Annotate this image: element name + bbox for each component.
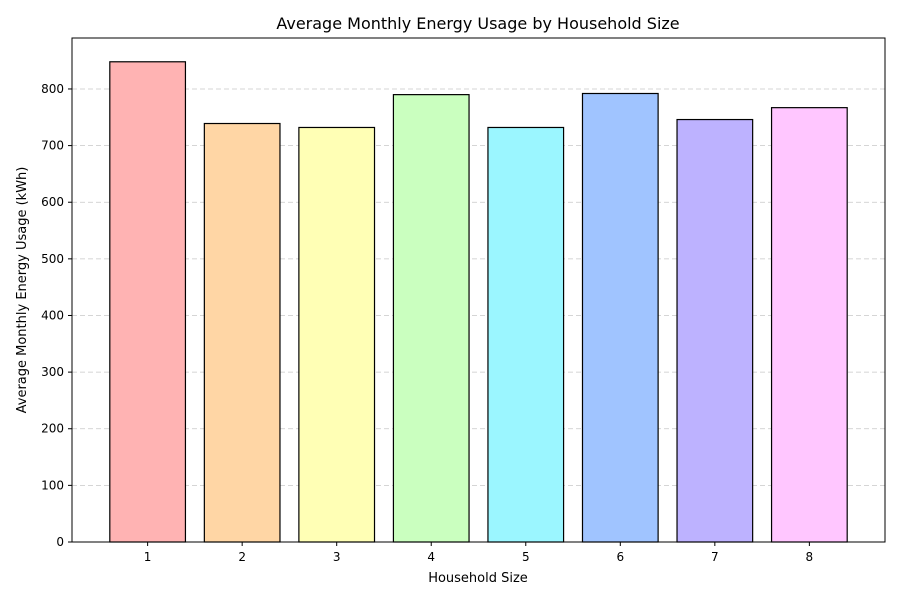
bar-household-size-1 xyxy=(109,61,187,543)
bar-household-size-2 xyxy=(203,122,281,543)
y-tick-label-0: 0 xyxy=(56,535,64,549)
y-axis-label: Average Monthly Energy Usage (kWh) xyxy=(15,167,30,414)
bar-household-size-8 xyxy=(770,107,848,543)
bar-household-size-6 xyxy=(581,92,659,543)
bar-household-size-4 xyxy=(392,94,470,543)
x-tick-label-6: 6 xyxy=(616,550,624,564)
x-tick-label-4: 4 xyxy=(427,550,435,564)
bar-household-size-3 xyxy=(298,126,376,543)
y-tick-label-100: 100 xyxy=(41,478,64,492)
x-tick-label-3: 3 xyxy=(333,550,341,564)
bar-household-size-5 xyxy=(487,126,565,543)
y-tick-label-300: 300 xyxy=(41,365,64,379)
y-axis-ticks: 0 100 200 300 400 500 600 700 800 xyxy=(41,82,72,549)
y-tick-label-800: 800 xyxy=(41,82,64,96)
x-tick-label-1: 1 xyxy=(144,550,152,564)
y-tick-label-700: 700 xyxy=(41,139,64,153)
x-axis-ticks: 1 2 3 4 5 6 7 8 xyxy=(144,542,813,564)
x-tick-label-7: 7 xyxy=(711,550,719,564)
x-tick-label-8: 8 xyxy=(806,550,814,564)
chart-title: Average Monthly Energy Usage by Househol… xyxy=(276,14,679,33)
bar-household-size-7 xyxy=(676,118,754,543)
bars xyxy=(109,61,848,543)
plot-frame xyxy=(71,37,886,543)
y-tick-label-600: 600 xyxy=(41,195,64,209)
grid-lines xyxy=(72,88,885,486)
y-tick-label-500: 500 xyxy=(41,252,64,266)
y-tick-label-400: 400 xyxy=(41,308,64,322)
y-tick-label-200: 200 xyxy=(41,422,64,436)
x-tick-label-2: 2 xyxy=(238,550,246,564)
x-tick-label-5: 5 xyxy=(522,550,530,564)
x-axis-label: Household Size xyxy=(428,571,528,586)
